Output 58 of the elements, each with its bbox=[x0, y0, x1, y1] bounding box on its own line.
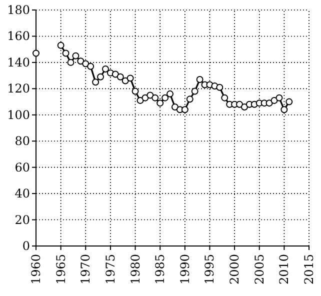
point bbox=[92, 78, 100, 86]
point bbox=[166, 90, 174, 98]
point bbox=[216, 84, 224, 91]
x-tick-label: 1985 bbox=[153, 254, 168, 285]
x-tick-label: 1960 bbox=[29, 254, 43, 285]
x-tick-label: 1980 bbox=[128, 254, 142, 285]
point bbox=[181, 106, 188, 114]
point bbox=[162, 94, 169, 102]
x-tick-label: 1975 bbox=[103, 254, 118, 285]
y-tick-label: 40 bbox=[14, 186, 30, 201]
point bbox=[87, 62, 94, 70]
point bbox=[186, 96, 194, 103]
point bbox=[97, 73, 104, 80]
point bbox=[62, 50, 70, 57]
point bbox=[32, 50, 40, 57]
y-tick-label: 180 bbox=[7, 3, 30, 17]
x-tick-label: 2000 bbox=[228, 254, 242, 285]
point bbox=[266, 100, 273, 107]
point bbox=[77, 58, 84, 65]
y-tick-label: 20 bbox=[14, 212, 30, 227]
y-tick-label: 80 bbox=[14, 134, 30, 148]
point bbox=[221, 94, 228, 102]
point bbox=[132, 88, 139, 95]
point bbox=[102, 66, 109, 72]
x-tick-label: 1970 bbox=[78, 254, 93, 285]
point bbox=[142, 94, 149, 102]
y-tick-label: 160 bbox=[7, 29, 30, 44]
point bbox=[136, 96, 144, 104]
point bbox=[57, 42, 64, 49]
y-tick-label: 100 bbox=[7, 108, 30, 122]
point bbox=[240, 104, 248, 110]
point bbox=[116, 73, 124, 80]
point bbox=[126, 74, 134, 82]
point bbox=[286, 98, 293, 106]
point bbox=[72, 52, 80, 60]
point bbox=[270, 96, 278, 104]
point bbox=[276, 94, 283, 102]
point bbox=[67, 58, 74, 66]
y-tick-label: 0 bbox=[22, 239, 30, 253]
point bbox=[156, 100, 164, 107]
y-tick-label: 60 bbox=[14, 160, 30, 174]
x-tick-label: 1965 bbox=[54, 254, 68, 285]
x-tick-label: 2010 bbox=[277, 254, 292, 285]
point bbox=[152, 94, 159, 102]
point bbox=[196, 76, 204, 83]
y-tick-label: 140 bbox=[7, 55, 30, 70]
y-tick-label: 120 bbox=[7, 82, 30, 96]
x-tick-label: 2015 bbox=[302, 254, 316, 285]
point bbox=[236, 100, 243, 108]
x-tick-label: 1995 bbox=[202, 254, 217, 285]
point bbox=[122, 77, 129, 84]
point bbox=[280, 106, 288, 114]
point bbox=[112, 70, 119, 78]
x-tick-label: 2005 bbox=[252, 254, 266, 285]
point bbox=[171, 104, 178, 110]
x-tick-label: 1990 bbox=[178, 254, 192, 285]
point bbox=[82, 60, 90, 68]
point bbox=[191, 88, 198, 95]
